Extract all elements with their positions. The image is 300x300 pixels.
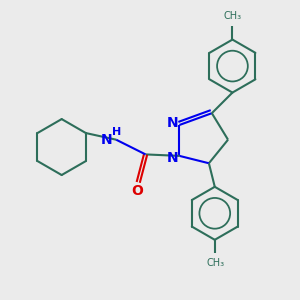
Text: N: N: [167, 151, 179, 165]
Text: CH₃: CH₃: [206, 258, 224, 268]
Text: H: H: [112, 127, 122, 137]
Text: O: O: [131, 184, 143, 198]
Text: N: N: [167, 116, 179, 130]
Text: CH₃: CH₃: [224, 11, 242, 21]
Text: N: N: [101, 133, 112, 147]
